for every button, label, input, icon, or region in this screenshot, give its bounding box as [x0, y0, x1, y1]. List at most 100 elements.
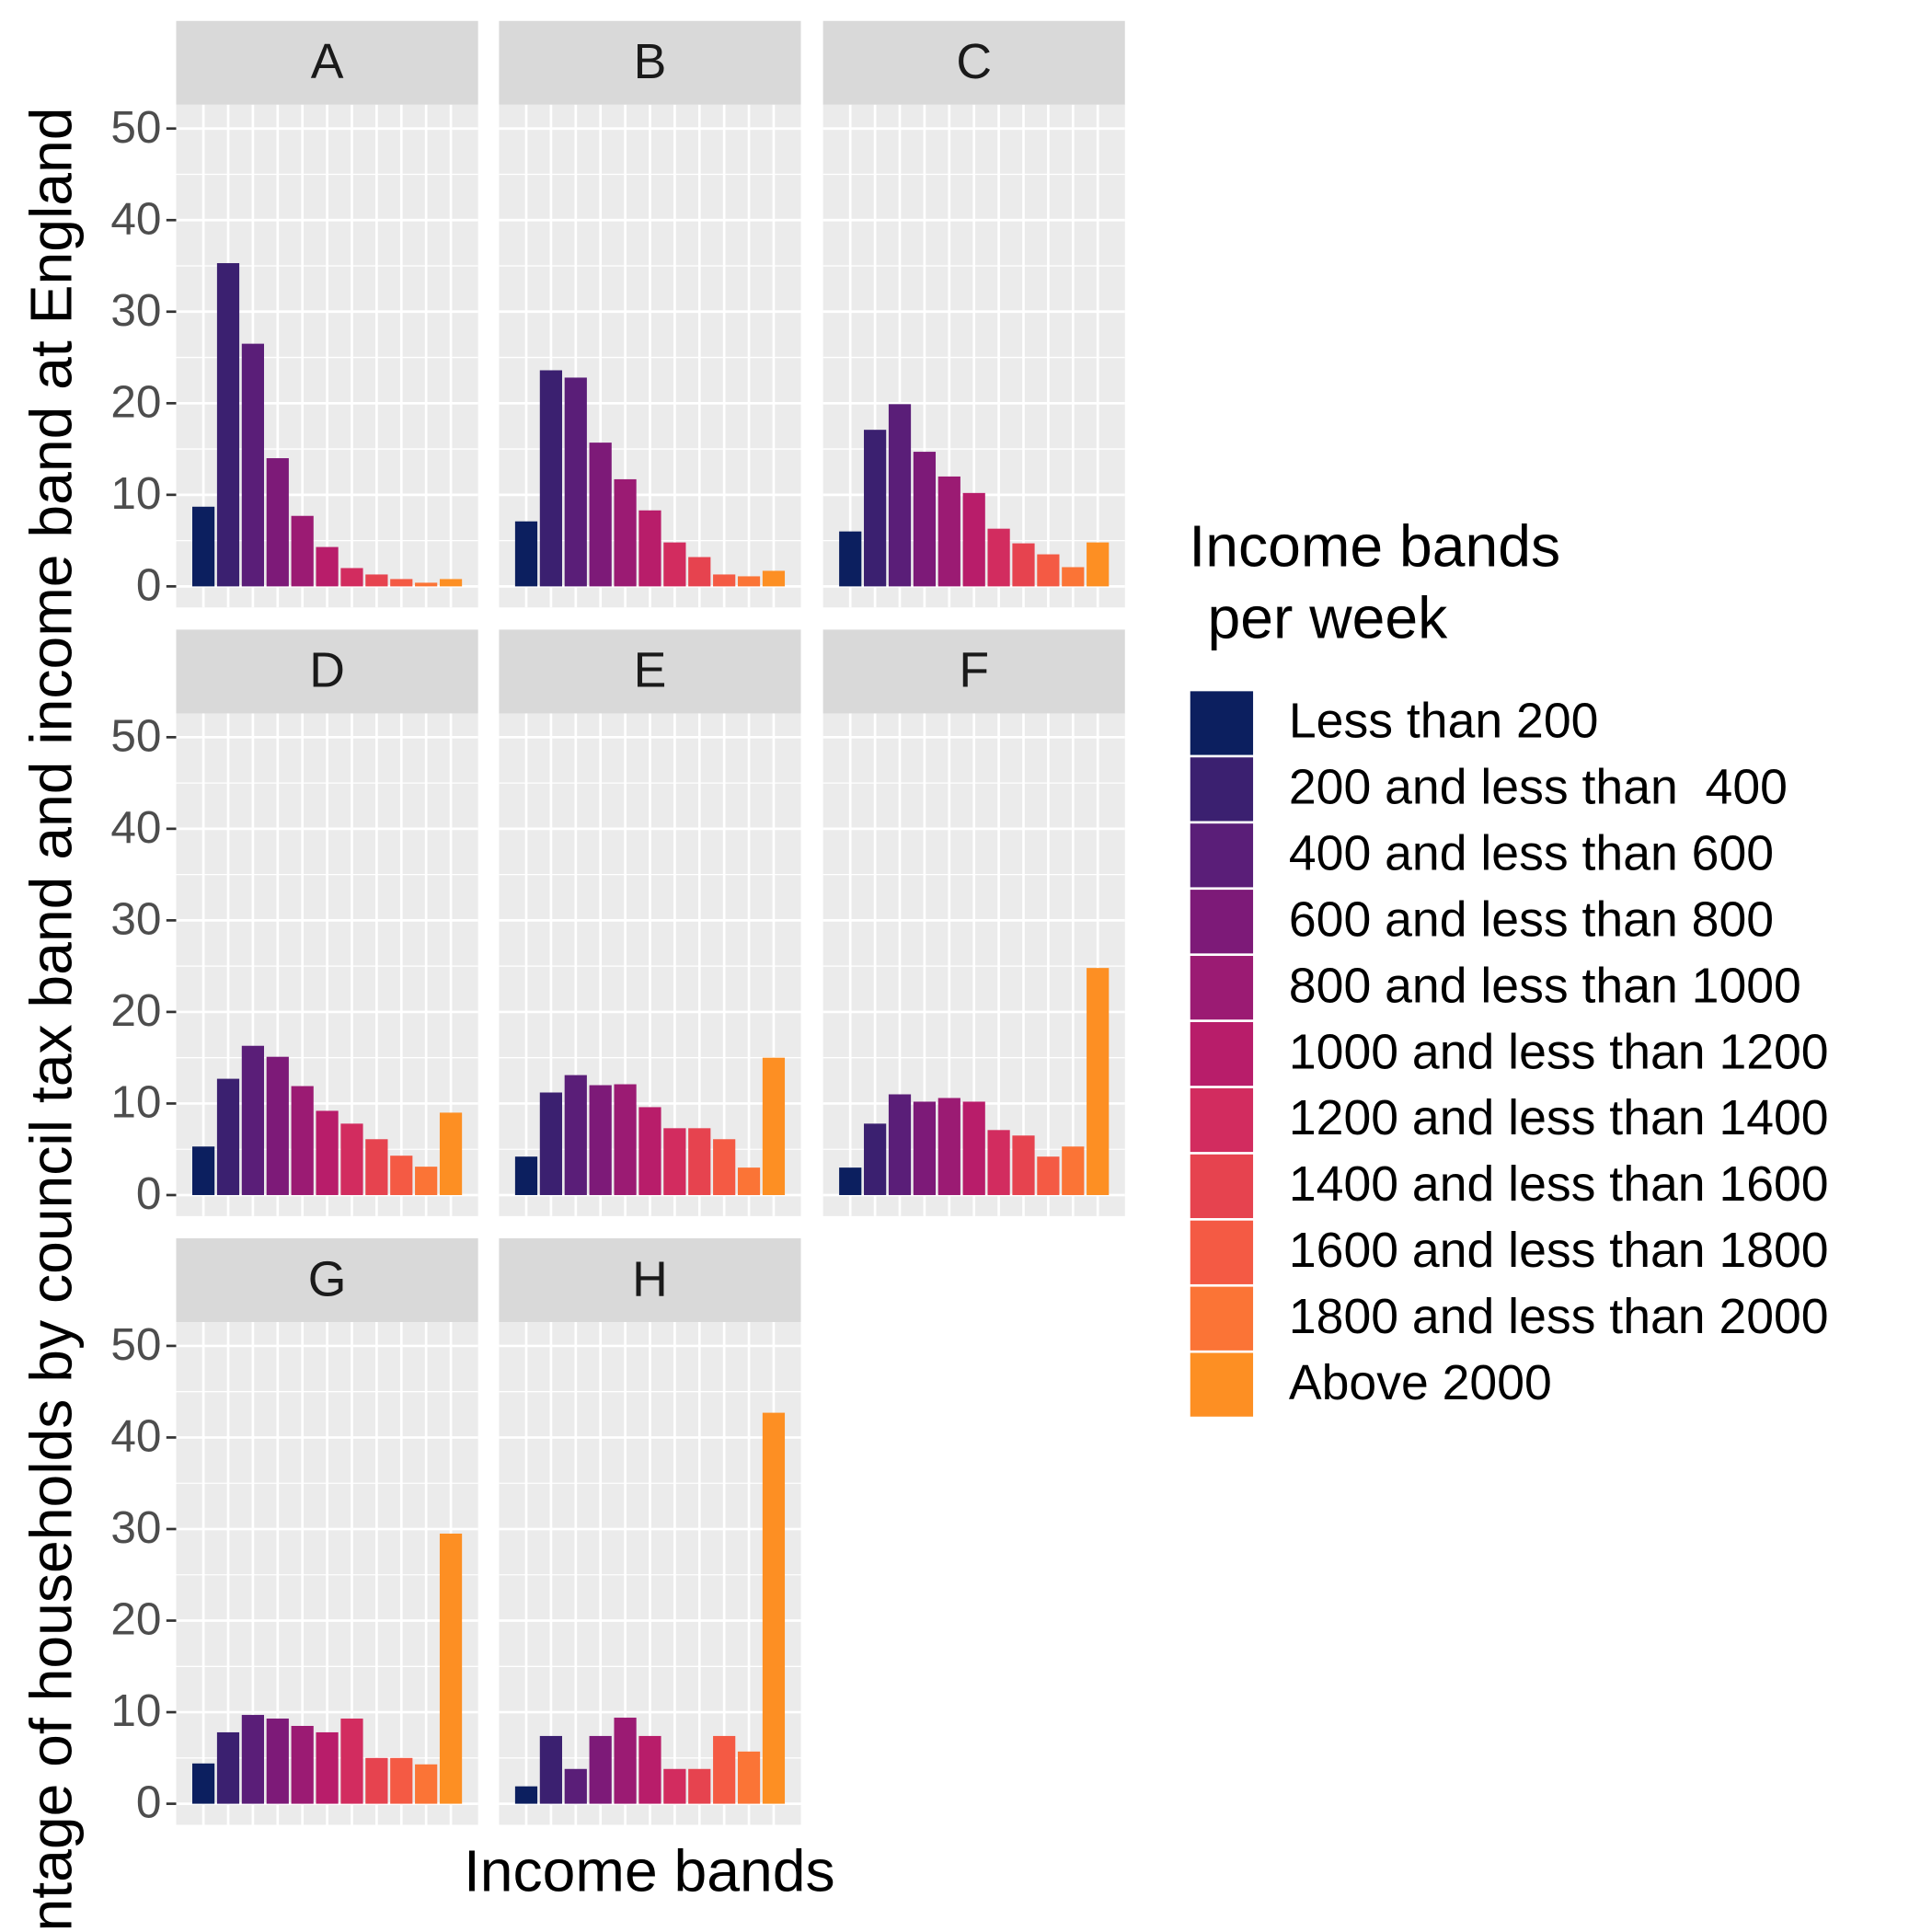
bar	[663, 542, 686, 587]
bar	[614, 1718, 637, 1804]
bar	[241, 343, 264, 587]
bar	[316, 1110, 339, 1195]
bar	[1012, 1135, 1035, 1195]
bar	[762, 1412, 786, 1804]
y-tick-label: 0	[136, 1167, 162, 1219]
bar	[365, 1757, 388, 1804]
bar	[191, 1146, 215, 1195]
legend-label: 400 and less than 600	[1289, 826, 1774, 880]
bar	[762, 570, 786, 587]
bar	[1087, 968, 1110, 1195]
bar	[888, 404, 912, 587]
strip-label: E	[634, 644, 667, 698]
strip-label: D	[309, 644, 345, 698]
bar	[340, 1123, 363, 1195]
legend-key	[1190, 1087, 1254, 1153]
bar	[987, 528, 1010, 587]
strip	[176, 20, 478, 105]
bar	[762, 1057, 786, 1195]
strip	[499, 629, 801, 714]
bar	[266, 1056, 289, 1195]
bar	[564, 1768, 587, 1804]
bar	[864, 1123, 887, 1195]
bar	[564, 1075, 587, 1195]
legend-key	[1190, 1352, 1254, 1417]
bar	[888, 1094, 912, 1195]
bar	[962, 492, 985, 587]
strip-label: B	[634, 35, 667, 89]
bar	[241, 1045, 264, 1195]
legend-title: Income bands	[1189, 513, 1560, 580]
bar	[663, 1128, 686, 1195]
bar	[514, 1786, 538, 1804]
y-tick-label: 40	[110, 192, 161, 244]
bar	[539, 1735, 562, 1804]
bar	[266, 458, 289, 587]
bar	[216, 263, 240, 587]
y-tick-label: 30	[110, 284, 161, 336]
bar	[390, 579, 413, 587]
bar	[539, 1092, 562, 1195]
bar	[638, 510, 661, 587]
legend-key	[1190, 890, 1254, 954]
bar	[638, 1107, 661, 1195]
y-tick-label: 10	[110, 1685, 161, 1736]
legend-label: 800 and less than 1000	[1289, 959, 1801, 1013]
bar	[1062, 1146, 1085, 1195]
y-tick-label: 50	[110, 1318, 161, 1370]
y-tick-label: 0	[136, 558, 162, 610]
bar	[539, 370, 562, 587]
y-tick-label: 40	[110, 1410, 161, 1462]
bar	[365, 1139, 388, 1195]
strip	[822, 20, 1125, 105]
y-axis-title: Percentage of households by council tax …	[17, 108, 84, 1932]
bar	[514, 1156, 538, 1195]
bar	[1062, 567, 1085, 587]
bar	[688, 1768, 711, 1804]
bar	[340, 1719, 363, 1804]
legend-key	[1190, 757, 1254, 822]
strip-label: H	[632, 1252, 668, 1306]
bar	[913, 452, 937, 587]
legend-key	[1190, 1154, 1254, 1219]
bar	[415, 1764, 438, 1804]
x-axis-title: Income bands	[464, 1837, 835, 1903]
bar	[839, 1167, 862, 1195]
bar	[390, 1156, 413, 1195]
legend-label: 1200 and less than 1400	[1289, 1091, 1829, 1145]
bar	[439, 1533, 463, 1804]
legend-key	[1190, 1286, 1254, 1351]
y-tick-label: 30	[110, 1501, 161, 1553]
y-tick-label: 20	[110, 375, 161, 427]
bar	[291, 515, 314, 587]
bar	[415, 582, 438, 587]
bar	[864, 430, 887, 587]
bar	[987, 1130, 1010, 1195]
bar	[514, 521, 538, 587]
bar	[962, 1101, 985, 1195]
bar	[713, 1139, 736, 1195]
bar	[191, 506, 215, 587]
legend-label: 1400 and less than 1600	[1289, 1157, 1829, 1212]
legend-key	[1190, 823, 1254, 888]
bar	[737, 576, 761, 587]
bar	[216, 1731, 240, 1804]
bar	[663, 1768, 686, 1804]
bar	[191, 1763, 215, 1804]
y-tick-label: 0	[136, 1777, 162, 1828]
bar	[1012, 543, 1035, 587]
legend-title: per week	[1208, 584, 1449, 650]
bar	[439, 579, 463, 587]
legend-key	[1190, 956, 1254, 1020]
bar	[241, 1715, 264, 1804]
y-tick-label: 10	[110, 467, 161, 519]
strip	[822, 629, 1125, 714]
strip	[499, 1237, 801, 1323]
bar	[266, 1719, 289, 1804]
legend-label: 200 and less than 400	[1289, 761, 1788, 815]
bar	[340, 568, 363, 587]
bar	[390, 1757, 413, 1804]
bar	[365, 574, 388, 587]
y-tick-label: 50	[110, 709, 161, 761]
strip	[176, 629, 478, 714]
